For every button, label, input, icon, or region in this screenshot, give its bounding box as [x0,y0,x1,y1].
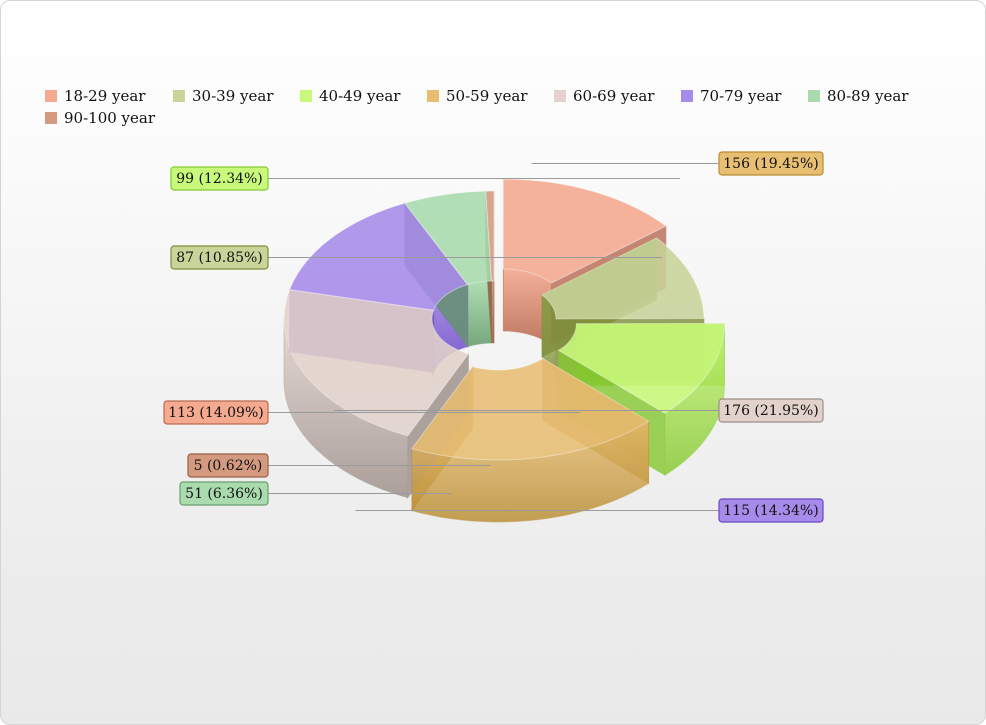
legend-swatch [681,90,693,102]
legend-label: 60-69 year [573,87,655,105]
slice-top[interactable] [411,357,650,461]
callout-box [163,400,269,425]
legend-label: 90-100 year [64,109,156,127]
legend-swatch [427,90,439,102]
legend-swatch [808,90,820,102]
legend-item[interactable]: 60-69 year [554,87,654,105]
legend-swatch [554,90,566,102]
legend-swatch [300,90,312,102]
callouts: 113 (14.09%) 87 (10.85%) 99 (12.34%) 156 (1… [163,151,824,523]
legend-item[interactable]: 30-39 year [173,87,273,105]
legend-label: 80-89 year [827,87,909,105]
legend-swatch [45,90,57,102]
legend-label: 40-49 year [319,87,401,105]
slice-top[interactable] [283,289,470,437]
callout-label: 99 (12.34%) [176,171,263,187]
legend-label: 18-29 year [64,87,146,105]
legend-item[interactable]: 80-89 year [808,87,908,105]
legend-label: 50-59 year [446,87,528,105]
callout-box [718,498,824,523]
legend-swatch [45,112,57,124]
callout-label: 176 (21.95%) [723,403,818,419]
slice-top[interactable] [485,190,495,282]
legend-label: 30-39 year [192,87,274,105]
callout-label: 51 (6.36%) [185,486,263,502]
callout-label: 113 (14.09%) [168,405,263,421]
legend-item[interactable]: 18-29 year [45,87,145,105]
callout-label: 5 (0.62%) [194,458,263,474]
legend-swatch [173,90,185,102]
callout-label: 156 (19.45%) [723,156,818,172]
legend-item[interactable]: 50-59 year [427,87,527,105]
callout-box [170,245,269,270]
callout-box [187,453,269,478]
callout-label: 87 (10.85%) [176,250,263,266]
slice-top[interactable] [541,237,705,320]
callout-box [718,398,824,423]
slice-top[interactable] [557,322,725,414]
legend-item[interactable]: 70-79 year [681,87,781,105]
slice-top[interactable] [288,202,469,311]
legend-item[interactable]: 40-49 year [300,87,400,105]
callout-box [179,481,269,506]
callout-label: 115 (14.34%) [723,503,818,519]
callout-box [718,151,824,176]
callout-box [170,166,269,191]
donut-slices [283,178,725,523]
legend-label: 70-79 year [700,87,782,105]
legend-item[interactable]: 90-100 year [45,109,155,127]
